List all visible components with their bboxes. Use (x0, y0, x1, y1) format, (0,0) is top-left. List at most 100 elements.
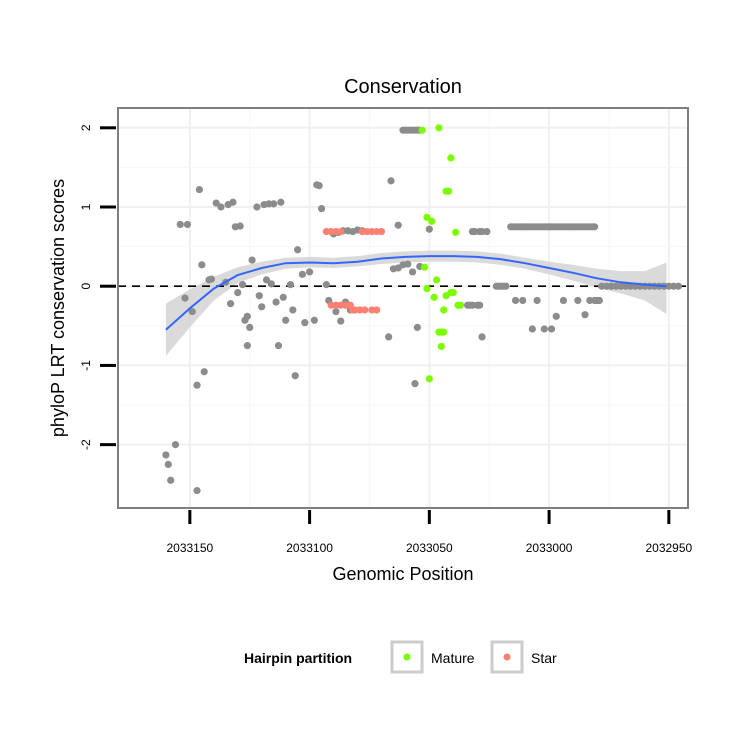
point-other (167, 476, 175, 484)
point-mature (430, 293, 438, 301)
point-other (674, 282, 683, 290)
point-other (270, 200, 278, 208)
point-other (162, 451, 170, 459)
point-mature (437, 342, 445, 351)
point-other (385, 333, 393, 341)
legend-key-mature (403, 653, 411, 661)
plot-border (117, 107, 689, 509)
point-other (198, 261, 206, 269)
point-other (181, 294, 189, 302)
point-other (404, 260, 412, 268)
point-other (590, 223, 599, 231)
legend: Hairpin partition Mature Star (244, 640, 557, 674)
point-other (236, 222, 244, 230)
point-other (226, 300, 235, 308)
point-mature (456, 301, 465, 309)
point-other (234, 288, 242, 297)
point-other (279, 293, 287, 301)
x-tick-label: 2033000 (526, 541, 573, 555)
point-other (502, 282, 510, 290)
point-star (361, 306, 369, 314)
point-other (413, 323, 421, 332)
point-other (317, 204, 326, 213)
y-axis-title: phyloP LRT conservation scores (48, 179, 68, 437)
point-mature (449, 288, 457, 297)
point-other (193, 381, 201, 389)
point-other (282, 316, 290, 324)
point-mature (447, 154, 455, 162)
point-other (298, 270, 307, 278)
point-other (164, 460, 172, 469)
point-other (248, 256, 256, 264)
point-other (301, 319, 309, 327)
point-other (229, 198, 237, 206)
point-other (193, 486, 201, 495)
point-other (212, 199, 220, 207)
legend-key-mature-box (390, 640, 424, 674)
point-mature (440, 328, 448, 336)
point-other (574, 296, 582, 305)
point-other (255, 292, 263, 300)
point-other (559, 296, 568, 305)
plot-panel (118, 108, 688, 508)
point-mature (435, 124, 443, 132)
point-other (217, 203, 225, 211)
point-mature (440, 306, 448, 314)
point-other (267, 280, 275, 288)
point-other (533, 296, 541, 305)
point-other (207, 275, 216, 283)
legend-label-mature: Mature (431, 650, 475, 666)
point-other (176, 220, 184, 229)
point-other (519, 296, 527, 305)
point-other (277, 198, 285, 206)
point-other (286, 281, 295, 289)
point-other (200, 368, 208, 376)
point-other (195, 185, 204, 194)
point-other (262, 276, 271, 284)
point-other (408, 268, 417, 276)
point-mature (423, 284, 431, 293)
point-mature (442, 292, 450, 300)
x-tick-label: 2033150 (166, 541, 213, 555)
point-mature (452, 228, 460, 236)
y-axis: -2 -1 0 1 2 (79, 124, 116, 450)
point-mature (428, 217, 436, 225)
point-other (243, 312, 251, 320)
smooth-line (165, 255, 667, 331)
point-other (322, 281, 330, 289)
point-other (310, 316, 318, 324)
x-axis: 2033150 2033100 2033050 2033000 2032950 (166, 510, 693, 555)
point-other (547, 325, 556, 333)
y-tick-label: -2 (79, 439, 93, 450)
point-other (387, 177, 395, 185)
point-other (552, 312, 560, 320)
point-other (425, 225, 433, 233)
point-other (274, 342, 283, 350)
point-mature (444, 187, 453, 195)
x-tick-label: 2032950 (645, 541, 692, 555)
point-mature (425, 375, 433, 383)
legend-title: Hairpin partition (244, 650, 352, 666)
legend-label-star: Star (531, 650, 557, 666)
point-star (377, 227, 386, 236)
point-other (253, 203, 261, 211)
point-other (238, 281, 247, 289)
point-other (483, 227, 491, 236)
y-tick-label: 2 (79, 124, 93, 131)
point-other (540, 325, 548, 333)
point-star (373, 306, 381, 314)
point-other (315, 182, 323, 190)
point-other (289, 306, 297, 314)
point-other (183, 220, 192, 229)
point-other (291, 372, 299, 380)
point-mature (420, 263, 429, 271)
x-tick-label: 2033100 (286, 541, 333, 555)
point-other (595, 296, 603, 305)
point-mature (432, 276, 441, 284)
point-other (246, 323, 254, 332)
smooth-fit-curve (165, 255, 667, 331)
point-mature (418, 126, 426, 134)
point-other (272, 298, 280, 306)
point-other (394, 221, 402, 229)
chart-title: Conservation (344, 76, 462, 98)
